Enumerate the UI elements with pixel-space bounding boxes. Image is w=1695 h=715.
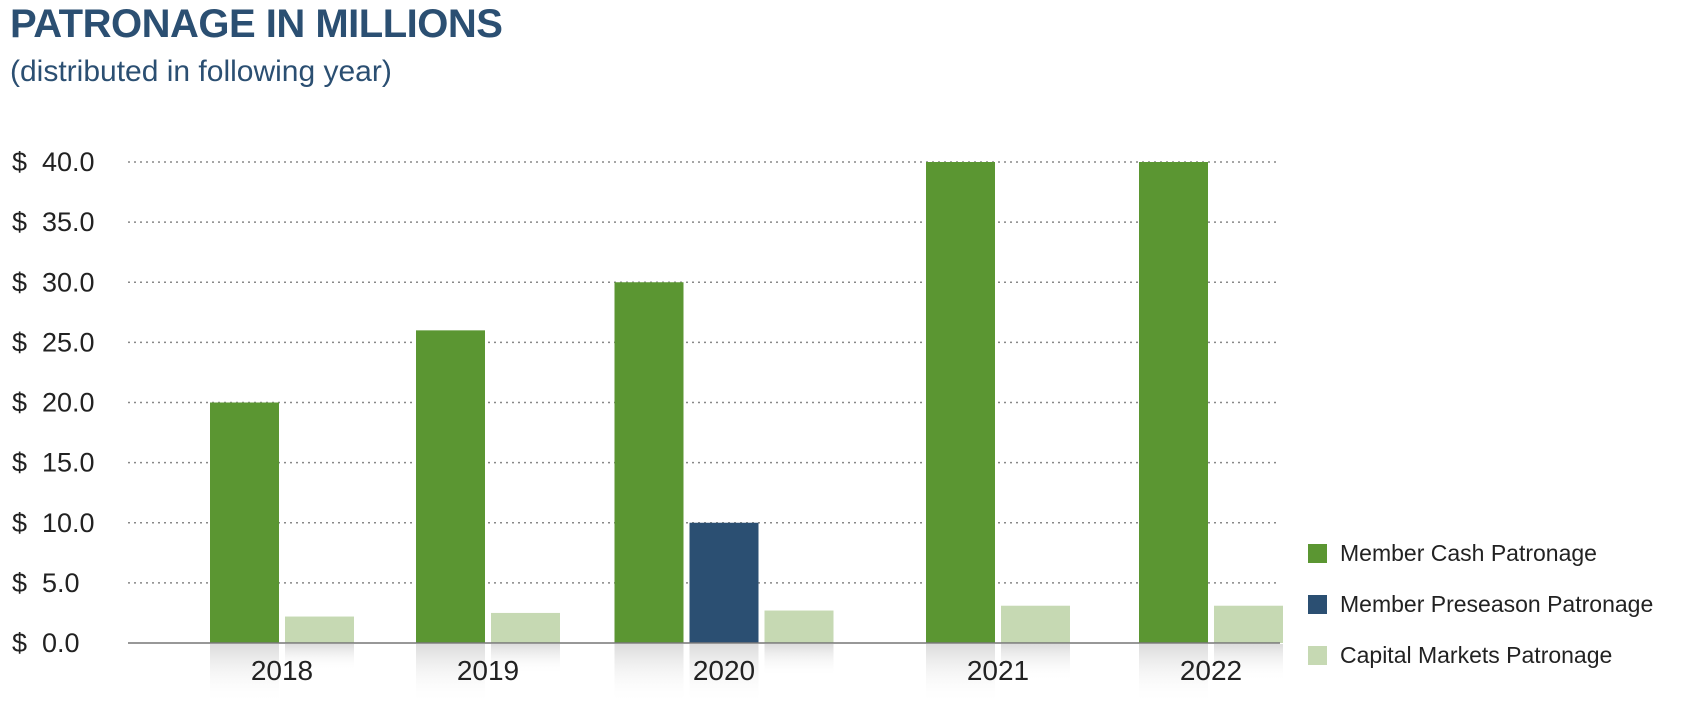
legend: Member Cash Patronage Member Preseason P… (1308, 528, 1653, 681)
legend-swatch-member-cash (1308, 544, 1327, 563)
bar-reflections (210, 644, 1283, 704)
bar-reflection (764, 644, 834, 677)
y-tick-label: $ 15.0 (12, 448, 95, 478)
legend-label-capital-markets: Capital Markets Patronage (1340, 642, 1613, 668)
x-tick-label: 2021 (967, 655, 1029, 686)
x-tick-label: 2018 (251, 655, 313, 686)
y-tick-label: $ 40.0 (12, 147, 95, 177)
x-tick-label: 2020 (693, 655, 755, 686)
bar-capital-markets-2018 (285, 616, 354, 643)
bar-reflection (1139, 644, 1208, 704)
legend-item-member-preseason: Member Preseason Patronage (1308, 579, 1653, 630)
bar-member-cash-2019 (416, 330, 485, 643)
legend-swatch-capital-markets (1308, 646, 1327, 665)
bar-reflection (416, 644, 485, 704)
bar-reflection (614, 644, 684, 704)
legend-label-member-preseason: Member Preseason Patronage (1340, 591, 1654, 617)
chart-title: PATRONAGE IN MILLIONS (10, 2, 503, 46)
axes: $ 0.0 $ 5.0 $ 10.0 $ 15.0 $ 20.0 $ 25.0 $ 30.0… (12, 147, 1280, 686)
bar-member-preseason-2020 (689, 522, 759, 643)
y-tick-label: $ 5.0 (12, 568, 80, 598)
legend-label-member-cash: Member Cash Patronage (1340, 540, 1597, 566)
gridlines (128, 161, 1280, 584)
bar-capital-markets-2019 (491, 612, 560, 643)
y-tick-label: $ 20.0 (12, 388, 95, 418)
bar-reflection (1214, 644, 1283, 682)
bar-reflection (210, 644, 279, 704)
y-tick-label: $ 0.0 (12, 628, 80, 658)
y-tick-label: $ 25.0 (12, 327, 95, 357)
y-tick-label: $ 30.0 (12, 267, 95, 297)
chart-subtitle: (distributed in following year) (10, 55, 392, 88)
bar-reflection (689, 644, 759, 704)
bar-capital-markets-2021 (1001, 605, 1070, 643)
bar-reflection (491, 644, 560, 675)
bars (210, 162, 1283, 643)
bar-member-cash-2021 (926, 162, 995, 643)
y-tick-label: $ 35.0 (12, 207, 95, 237)
bar-reflection (285, 644, 354, 671)
y-tick-label: $ 10.0 (12, 508, 95, 538)
bar-reflection (1001, 644, 1070, 682)
x-tick-label: 2022 (1180, 655, 1242, 686)
bar-capital-markets-2022 (1214, 605, 1283, 643)
bar-reflection (926, 644, 995, 704)
legend-item-capital-markets: Capital Markets Patronage (1308, 630, 1653, 681)
bar-member-cash-2022 (1139, 162, 1208, 643)
bar-member-cash-2020 (614, 282, 684, 643)
legend-swatch-member-preseason (1308, 595, 1327, 614)
bar-member-cash-2018 (210, 402, 279, 643)
legend-item-member-cash: Member Cash Patronage (1308, 528, 1653, 579)
bar-capital-markets-2020 (764, 610, 834, 643)
x-tick-label: 2019 (457, 655, 519, 686)
